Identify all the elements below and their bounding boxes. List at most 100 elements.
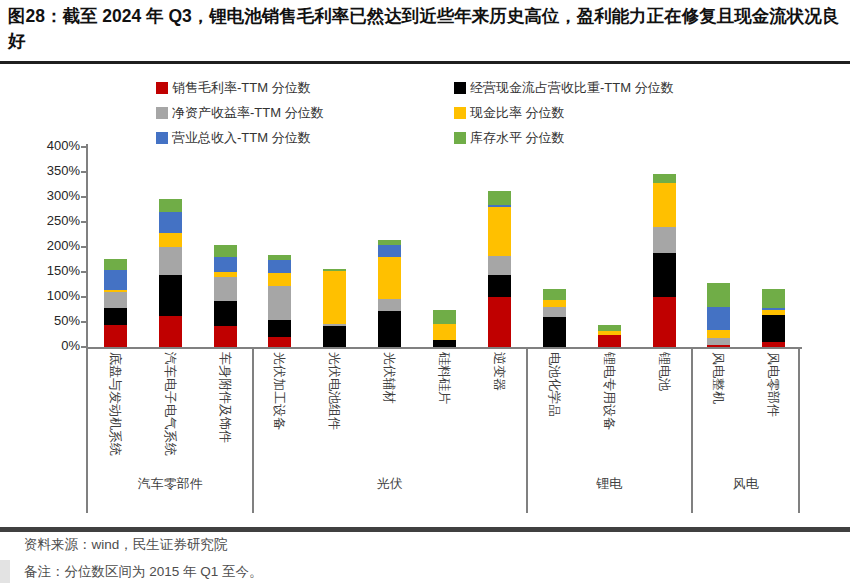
bar-segment [268, 273, 291, 286]
bar-segment [104, 259, 127, 270]
bar-segment [323, 324, 346, 327]
bar-segment [598, 325, 621, 331]
category-label: 风电零部件 [766, 352, 781, 474]
y-axis-tick-label: 150% [26, 263, 80, 278]
chart-legend: 销售毛利率-TTM 分位数 经营现金流占营收比重-TTM 分位数净资产收益率-TT… [156, 79, 674, 147]
y-axis-tick-mark [81, 246, 88, 248]
bar-segment [762, 310, 785, 315]
category-label: 逆变器 [492, 352, 507, 474]
bar-segment [159, 199, 182, 212]
legend-label: 净资产收益率-TTM 分位数 [172, 104, 324, 122]
y-axis-tick-mark [81, 146, 88, 148]
group-divider-line [86, 347, 88, 513]
legend-item: 现金比率 分位数 [454, 104, 674, 122]
bar-segment [214, 326, 237, 348]
legend-label: 营业总收入-TTM 分位数 [172, 129, 311, 147]
bar-segment [323, 326, 346, 347]
bar-segment [653, 174, 676, 184]
y-axis-tick-mark [81, 196, 88, 198]
group-label: 锂电 [596, 475, 622, 495]
legend-item: 经营现金流占营收比重-TTM 分位数 [454, 79, 674, 97]
bar-segment [214, 301, 237, 326]
bar-segment [543, 289, 566, 300]
legend-label: 库存水平 分位数 [470, 129, 565, 147]
bar-segment [159, 316, 182, 347]
bar-segment [268, 255, 291, 260]
bar-segment [104, 325, 127, 348]
bar-segment [323, 269, 346, 272]
group-divider-line [798, 347, 800, 513]
y-axis-tick-label: 100% [26, 288, 80, 303]
y-axis-tick-label: 350% [26, 163, 80, 178]
bar-segment [762, 289, 785, 308]
bar-segment [762, 308, 785, 310]
bar-segment [488, 205, 511, 207]
legend-item: 库存水平 分位数 [454, 129, 674, 147]
legend-label: 经营现金流占营收比重-TTM 分位数 [470, 79, 674, 97]
y-axis-tick-label: 200% [26, 238, 80, 253]
bar-segment [159, 275, 182, 317]
bar-segment [104, 270, 127, 291]
report-figure-page: 图28：截至 2024 年 Q3，锂电池销售毛利率已然达到近些年来历史高位，盈利… [0, 0, 850, 587]
legend-item: 营业总收入-TTM 分位数 [156, 129, 454, 147]
bar-segment [378, 299, 401, 311]
y-axis-tick-mark [81, 271, 88, 273]
y-axis-tick-mark [81, 221, 88, 223]
bar-segment [214, 277, 237, 301]
bar-segment [104, 290, 127, 292]
legend-label: 销售毛利率-TTM 分位数 [172, 79, 311, 97]
legend-swatch-icon [156, 107, 168, 119]
bar-segment [707, 330, 730, 338]
category-label: 车身附件及饰件 [218, 352, 233, 474]
bar-segment [159, 212, 182, 233]
legend-swatch-icon [454, 132, 466, 144]
legend-swatch-icon [454, 82, 466, 94]
bar-segment [543, 317, 566, 348]
group-divider-line [526, 347, 528, 513]
bar-segment [104, 308, 127, 325]
chart-plot-area: 0%50%100%150%200%250%300%350%400% [88, 147, 800, 347]
bar-segment [159, 247, 182, 275]
y-axis-tick-mark [81, 296, 88, 298]
figure-title: 图28：截至 2024 年 Q3，锂电池销售毛利率已然达到近些年来历史高位，盈利… [0, 0, 850, 64]
category-axis-area: 底盘与发动机系统汽车电子电气系统车身附件及饰件光伏加工设备光伏电池组件光伏辅材硅… [88, 347, 800, 513]
y-axis-tick-label: 400% [26, 138, 80, 153]
category-label: 汽车电子电气系统 [163, 352, 178, 474]
legend-label: 现金比率 分位数 [470, 104, 565, 122]
y-axis-tick-label: 300% [26, 188, 80, 203]
group-divider-line [691, 347, 693, 513]
bar-segment [488, 191, 511, 205]
bar-segment [488, 256, 511, 275]
group-label: 汽车零部件 [138, 475, 203, 495]
bar-segment [488, 275, 511, 298]
category-label: 风电整机 [711, 352, 726, 474]
bar-segment [214, 245, 237, 258]
category-label: 底盘与发动机系统 [108, 352, 123, 474]
legend-swatch-icon [454, 107, 466, 119]
y-axis-tick-mark [81, 171, 88, 173]
bar-segment [214, 272, 237, 277]
bar-segment [433, 340, 456, 348]
y-axis-tick-label: 250% [26, 213, 80, 228]
bar-segment [488, 207, 511, 256]
legend-item: 净资产收益率-TTM 分位数 [156, 104, 454, 122]
source-text: 资料来源：wind，民生证券研究院 [24, 536, 227, 554]
bar-segment [707, 307, 730, 330]
group-label: 风电 [733, 475, 759, 495]
category-label: 光伏辅材 [382, 352, 397, 474]
category-label: 锂电专用设备 [602, 352, 617, 474]
figure-bottom-rule [0, 527, 850, 532]
bar-segment [323, 271, 346, 324]
note-text: 备注：分位数区间为 2015 年 Q1 至今。 [24, 563, 263, 581]
bar-segment [598, 335, 621, 348]
bar-segment [378, 245, 401, 258]
bar-segment [378, 311, 401, 348]
bar-segment [653, 183, 676, 227]
category-label: 光伏加工设备 [272, 352, 287, 474]
bar-segment [159, 233, 182, 247]
bar-segment [707, 283, 730, 307]
legend-item: 销售毛利率-TTM 分位数 [156, 79, 454, 97]
note-accent-bar [0, 560, 10, 583]
y-axis-tick-label: 0% [26, 338, 80, 353]
y-axis-tick-mark [81, 321, 88, 323]
